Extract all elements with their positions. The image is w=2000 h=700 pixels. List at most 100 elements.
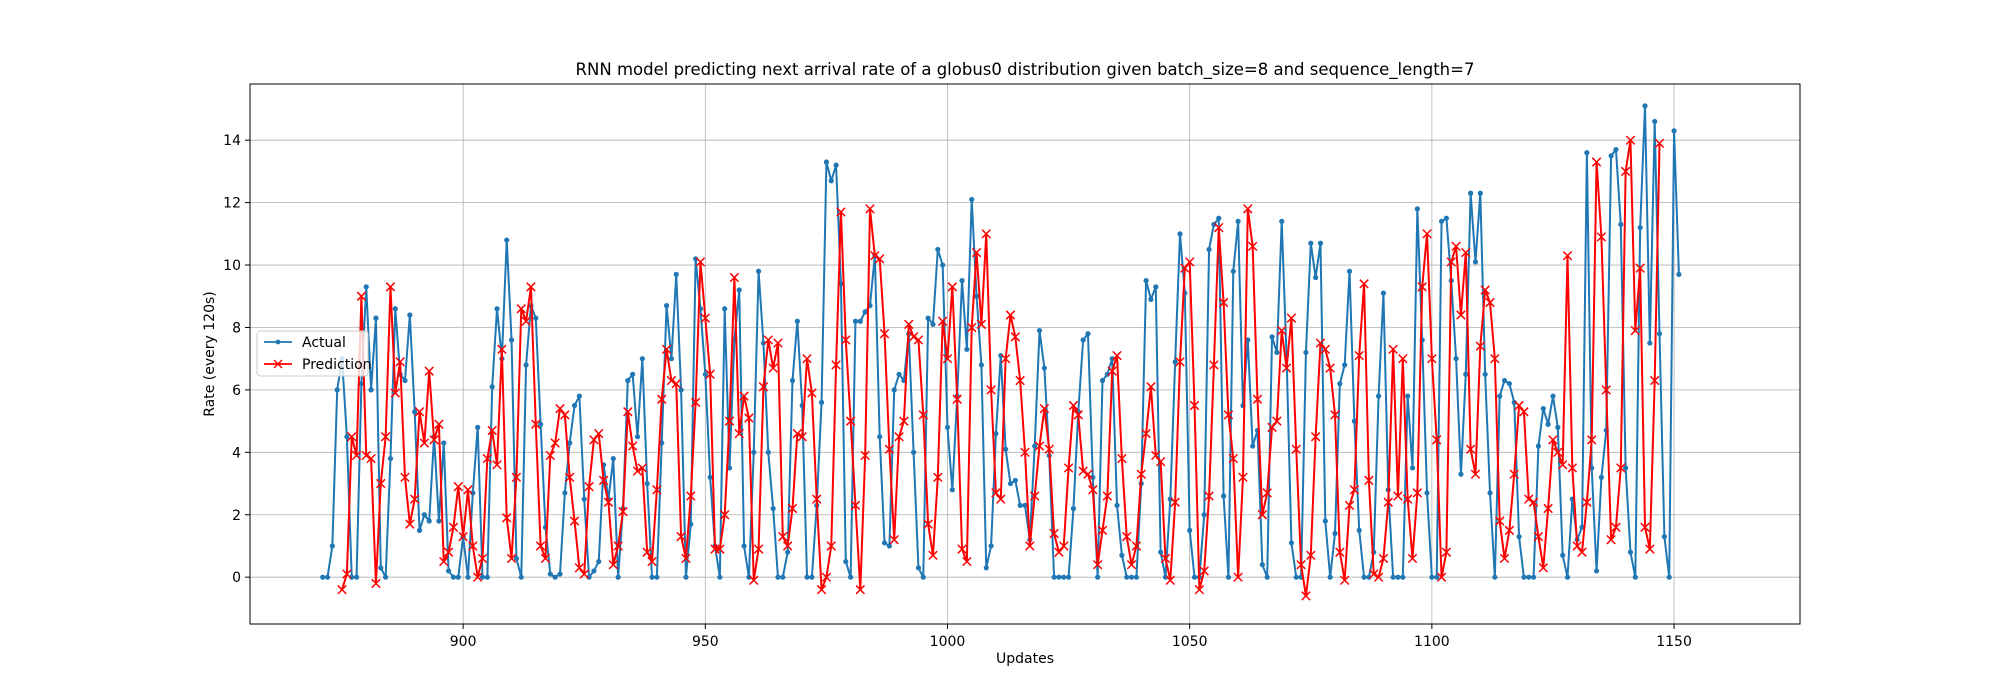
prediction-point xyxy=(1218,297,1229,308)
prediction-point xyxy=(1315,338,1326,348)
actual-point xyxy=(920,574,926,580)
prediction-point xyxy=(928,550,938,561)
actual-point xyxy=(949,487,955,493)
actual-point xyxy=(770,505,776,512)
prediction-point xyxy=(1010,332,1021,342)
actual-point xyxy=(702,371,708,377)
actual-point xyxy=(615,574,621,580)
actual-point xyxy=(1618,221,1624,228)
prediction-point xyxy=(1393,491,1403,501)
actual-point xyxy=(518,574,524,580)
prediction-point xyxy=(472,572,483,582)
actual-point xyxy=(983,565,989,571)
prediction-point xyxy=(1640,522,1650,532)
prediction-point xyxy=(531,419,541,429)
actual-point xyxy=(1482,371,1488,377)
prediction-point xyxy=(758,382,769,392)
prediction-point xyxy=(884,444,895,454)
actual-point xyxy=(1492,574,1498,580)
prediction-point xyxy=(1441,547,1452,557)
actual-point xyxy=(823,159,830,165)
actual-point xyxy=(1003,446,1009,452)
actual-point xyxy=(320,574,326,580)
actual-point xyxy=(944,424,951,430)
prediction-point xyxy=(1359,279,1369,289)
actual-point xyxy=(683,574,689,580)
actual-point xyxy=(1671,128,1677,134)
actual-point xyxy=(504,237,510,243)
prediction-point xyxy=(1524,494,1534,504)
actual-point xyxy=(993,430,999,437)
actual-point xyxy=(1458,471,1464,477)
actual-point xyxy=(1342,362,1348,368)
prediction-point xyxy=(516,304,526,314)
x-tick-label: 1100 xyxy=(1414,634,1450,650)
legend-prediction-label: Prediction xyxy=(302,357,372,373)
actual-point xyxy=(1613,146,1619,153)
actual-point xyxy=(562,490,568,496)
prediction-point xyxy=(1499,553,1510,564)
x-axis-label: Updates xyxy=(996,651,1054,667)
actual-point xyxy=(1264,574,1270,580)
actual-point xyxy=(1332,530,1338,537)
actual-point xyxy=(552,574,558,580)
actual-point xyxy=(1308,240,1314,246)
actual-point xyxy=(1337,381,1343,387)
prediction-point xyxy=(1175,357,1185,367)
actual-point xyxy=(1497,393,1503,399)
prediction-point xyxy=(797,431,807,442)
prediction-point xyxy=(1567,463,1578,473)
prediction-point xyxy=(1572,541,1582,551)
y-tick-label: 14 xyxy=(223,133,241,149)
actual-point xyxy=(794,318,800,324)
actual-point xyxy=(1133,574,1140,580)
actual-point xyxy=(1501,377,1508,384)
actual-point xyxy=(1143,278,1149,284)
prediction-point xyxy=(1068,400,1079,411)
prediction-point xyxy=(1039,403,1050,414)
actual-point xyxy=(1206,246,1212,253)
series-actual xyxy=(320,103,1682,580)
actual-point xyxy=(513,555,520,562)
actual-point xyxy=(717,574,723,580)
prediction-point xyxy=(807,388,817,398)
y-axis-ticks: 0 2 4 6 8 10 12 14 xyxy=(223,133,250,586)
prediction-point xyxy=(1044,444,1054,454)
prediction-point xyxy=(821,572,832,582)
prediction-point xyxy=(1310,431,1321,442)
actual-point xyxy=(1061,574,1067,580)
actual-point xyxy=(436,518,442,524)
actual-point xyxy=(848,574,854,580)
prediction-point xyxy=(1097,525,1108,536)
actual-point xyxy=(1085,331,1091,337)
actual-point xyxy=(1220,493,1227,499)
y-tick-label: 10 xyxy=(223,258,241,274)
actual-point xyxy=(1472,259,1479,265)
prediction-point xyxy=(894,431,904,442)
prediction-point xyxy=(1364,475,1374,486)
prediction-point xyxy=(744,413,754,423)
actual-point xyxy=(804,574,810,580)
actual-point xyxy=(1317,240,1324,246)
prediction-point xyxy=(1485,297,1495,308)
actual-point xyxy=(1652,118,1658,125)
prediction-point xyxy=(1373,572,1384,582)
prediction-point xyxy=(497,344,507,355)
legend-prediction-marker xyxy=(273,359,283,369)
actual-point xyxy=(441,440,447,446)
actual-point xyxy=(1036,327,1043,334)
actual-point xyxy=(862,309,868,315)
prediction-point xyxy=(879,328,890,339)
x-tick-label: 900 xyxy=(450,634,477,650)
prediction-point xyxy=(1083,469,1093,479)
prediction-point xyxy=(1112,350,1122,361)
actual-point xyxy=(644,480,650,487)
prediction-point xyxy=(1088,485,1098,495)
prediction-point xyxy=(1126,559,1137,570)
prediction-point xyxy=(627,441,638,451)
actual-point xyxy=(1250,443,1256,449)
prediction-point xyxy=(1553,447,1563,458)
prediction-point xyxy=(855,584,866,595)
actual-point xyxy=(358,381,365,387)
prediction-point xyxy=(1073,410,1084,420)
